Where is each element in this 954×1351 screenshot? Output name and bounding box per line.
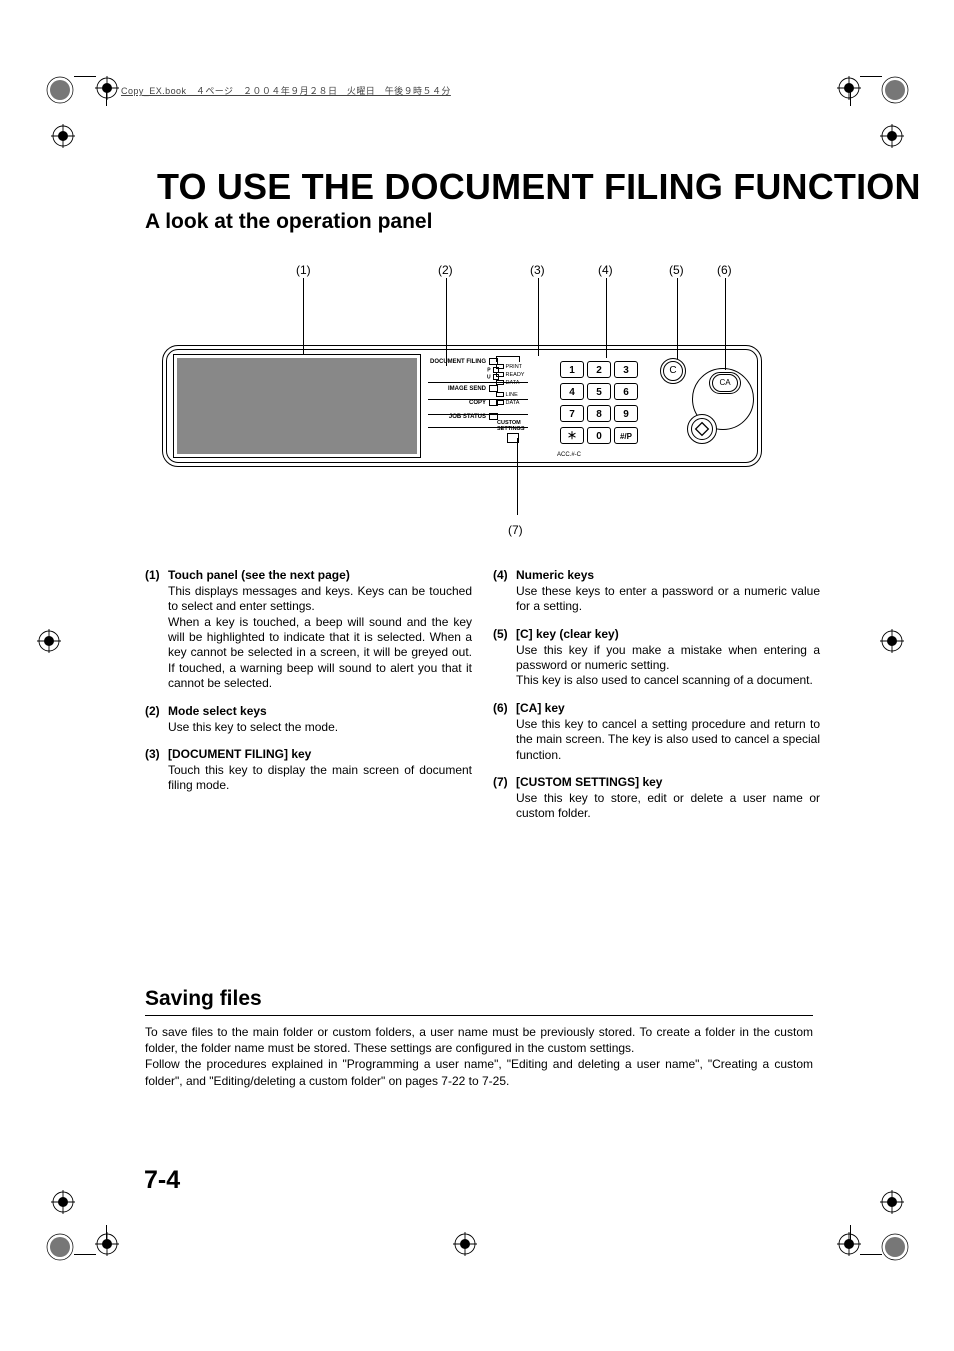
item-5-body: Use this key if you make a mistake when … (516, 643, 820, 689)
mode-image-send[interactable]: IMAGE SEND (448, 386, 486, 392)
callout-6: (6) (717, 263, 732, 277)
custom-settings-label: CUSTOM SETTINGS (497, 420, 525, 432)
registration-mark-icon (880, 1190, 904, 1214)
numkey-9[interactable]: 9 (614, 405, 638, 422)
item-5-head: (5)[C] key (clear key) (493, 627, 820, 641)
numkey-5[interactable]: 5 (587, 383, 611, 400)
page-number: 7-4 (144, 1166, 180, 1195)
ca-key[interactable]: CA (712, 374, 738, 392)
clear-key[interactable]: C (663, 361, 683, 381)
item-6-body: Use this key to cancel a setting procedu… (516, 717, 820, 763)
registration-mark-icon (95, 1232, 119, 1256)
numkey-star[interactable]: ＊ (560, 427, 584, 444)
item-7-head: (7)[CUSTOM SETTINGS] key (493, 775, 820, 789)
item-3-body: Touch this key to display the main scree… (168, 763, 472, 794)
saving-files-title: Saving files (145, 987, 262, 1011)
callout-3: (3) (530, 263, 545, 277)
registration-mark-icon (880, 629, 904, 653)
registration-mark-icon (37, 629, 61, 653)
numkey-6[interactable]: 6 (614, 383, 638, 400)
registration-mark-icon (880, 124, 904, 148)
corner-dot-icon (881, 76, 909, 104)
registration-mark-icon (837, 1232, 861, 1256)
diamond-icon (692, 419, 712, 439)
item-4-body: Use these keys to enter a password or a … (516, 584, 820, 615)
callout-1: (1) (296, 263, 311, 277)
acc-label: ACC.#-C (557, 452, 581, 458)
crop-hairline (860, 76, 882, 77)
numkey-2[interactable]: 2 (587, 361, 611, 378)
page-subtitle: A look at the operation panel (145, 210, 432, 234)
divider (428, 399, 528, 400)
description-columns: (1)Touch panel (see the next page) This … (145, 556, 820, 822)
mode-copy[interactable]: COPY (469, 400, 486, 406)
corner-dot-icon (881, 1233, 909, 1261)
numkey-4[interactable]: 4 (560, 383, 584, 400)
callout-7: (7) (508, 523, 523, 537)
registration-mark-icon (837, 76, 861, 100)
callout-line (303, 278, 304, 354)
item-2-head: (2)Mode select keys (145, 704, 472, 718)
crop-hairline (74, 1254, 96, 1255)
divider (428, 382, 528, 383)
item-7-body: Use this key to store, edit or delete a … (516, 791, 820, 822)
item-1-body: This displays messages and keys. Keys ca… (168, 584, 472, 692)
mode-doc-filing[interactable]: DOCUMENT FILING (430, 359, 486, 365)
callout-5: (5) (669, 263, 684, 277)
callout-2: (2) (438, 263, 453, 277)
saving-files-rule (145, 1015, 813, 1016)
corner-dot-icon (46, 76, 74, 104)
numkey-3[interactable]: 3 (614, 361, 638, 378)
mode-select-labels: DOCUMENT FILING P U IMAGE SEND COPY JOB … (430, 357, 499, 422)
page-title: TO USE THE DOCUMENT FILING FUNCTION (157, 166, 921, 208)
saving-files-body: To save files to the main folder or cust… (145, 1024, 813, 1089)
numkey-0[interactable]: 0 (587, 427, 611, 444)
callout-4: (4) (598, 263, 613, 277)
custom-settings-key[interactable] (507, 433, 519, 443)
corner-dot-icon (46, 1233, 74, 1261)
registration-mark-icon (51, 124, 75, 148)
numkey-1[interactable]: 1 (560, 361, 584, 378)
start-key[interactable] (691, 418, 713, 440)
numkey-8[interactable]: 8 (587, 405, 611, 422)
item-4-head: (4)Numeric keys (493, 568, 820, 582)
mode-job-status[interactable]: JOB STATUS (449, 414, 486, 420)
item-1-head: (1)Touch panel (see the next page) (145, 568, 472, 582)
crop-hairline (74, 76, 96, 77)
crop-hairline (860, 1254, 882, 1255)
item-3-head: (3)[DOCUMENT FILING] key (145, 747, 472, 761)
registration-mark-icon (453, 1232, 477, 1256)
registration-mark-icon (51, 1190, 75, 1214)
numkey-hash[interactable]: #/P (614, 427, 638, 444)
item-6-head: (6)[CA] key (493, 701, 820, 715)
book-header-text: Copy_EX.book ４ページ ２００４年９月２８日 火曜日 午後９時５４分 (121, 84, 451, 97)
page: Copy_EX.book ４ページ ２００４年９月２８日 火曜日 午後９時５４分… (0, 0, 954, 1351)
divider (428, 414, 528, 415)
numeric-keypad: 123 456 789 ＊0#/P (560, 360, 641, 448)
numkey-7[interactable]: 7 (560, 405, 584, 422)
item-2-body: Use this key to select the mode. (168, 720, 472, 735)
touch-panel-screen (177, 358, 417, 454)
registration-mark-icon (95, 76, 119, 100)
